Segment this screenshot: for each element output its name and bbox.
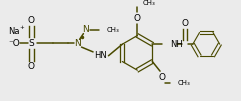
Text: O: O: [159, 73, 166, 82]
Text: N: N: [74, 39, 81, 48]
Text: O: O: [28, 16, 35, 25]
Text: CH₃: CH₃: [143, 0, 156, 6]
Text: ⁻O: ⁻O: [8, 39, 20, 48]
Text: S: S: [29, 39, 34, 48]
Text: O: O: [134, 14, 141, 23]
Text: NH: NH: [170, 40, 182, 49]
Text: CH₃: CH₃: [177, 80, 190, 86]
Text: CH₃: CH₃: [107, 27, 119, 33]
Text: N: N: [82, 25, 89, 34]
Text: +: +: [20, 25, 24, 30]
Text: O: O: [28, 62, 35, 71]
Text: O: O: [181, 18, 189, 28]
Text: HN: HN: [94, 51, 107, 60]
Text: Na: Na: [8, 27, 20, 36]
